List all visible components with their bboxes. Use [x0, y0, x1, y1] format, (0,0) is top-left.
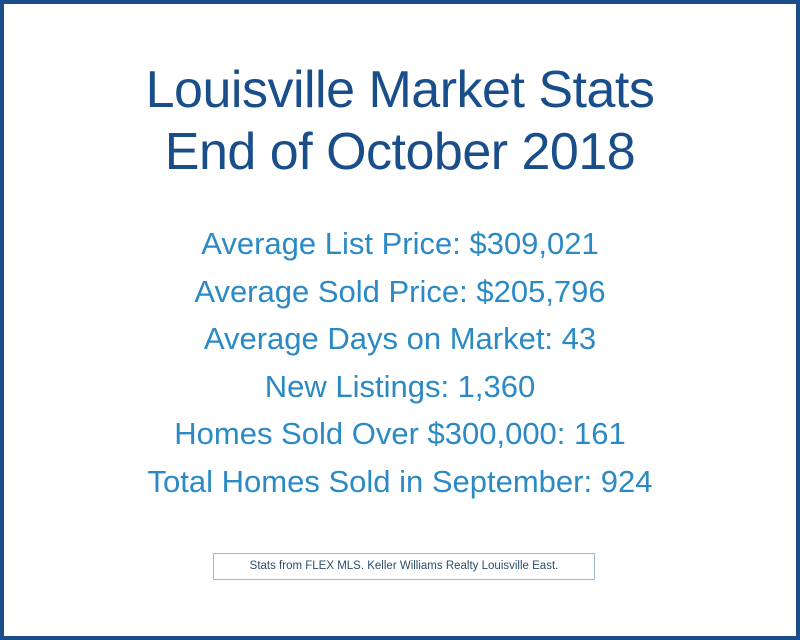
stats-list: Average List Price: $309,021 Average Sol… [4, 220, 796, 505]
stat-average-days-on-market: Average Days on Market: 43 [203, 321, 597, 356]
page-title-line-2: End of October 2018 [164, 123, 636, 181]
stat-total-homes-sold: Total Homes Sold in September: 924 [147, 463, 653, 499]
stat-average-list-price: Average List Price: $309,021 [201, 226, 599, 261]
stat-average-sold-price: Average Sold Price: $205,796 [194, 273, 606, 309]
stat-new-listings: New Listings: 1,360 [264, 368, 536, 404]
page-title-line-1: Louisville Market Stats [145, 61, 655, 119]
stat-homes-sold-over-300k: Homes Sold Over $300,000: 161 [174, 416, 626, 451]
source-note: Stats from FLEX MLS. Keller Williams Rea… [213, 553, 595, 580]
